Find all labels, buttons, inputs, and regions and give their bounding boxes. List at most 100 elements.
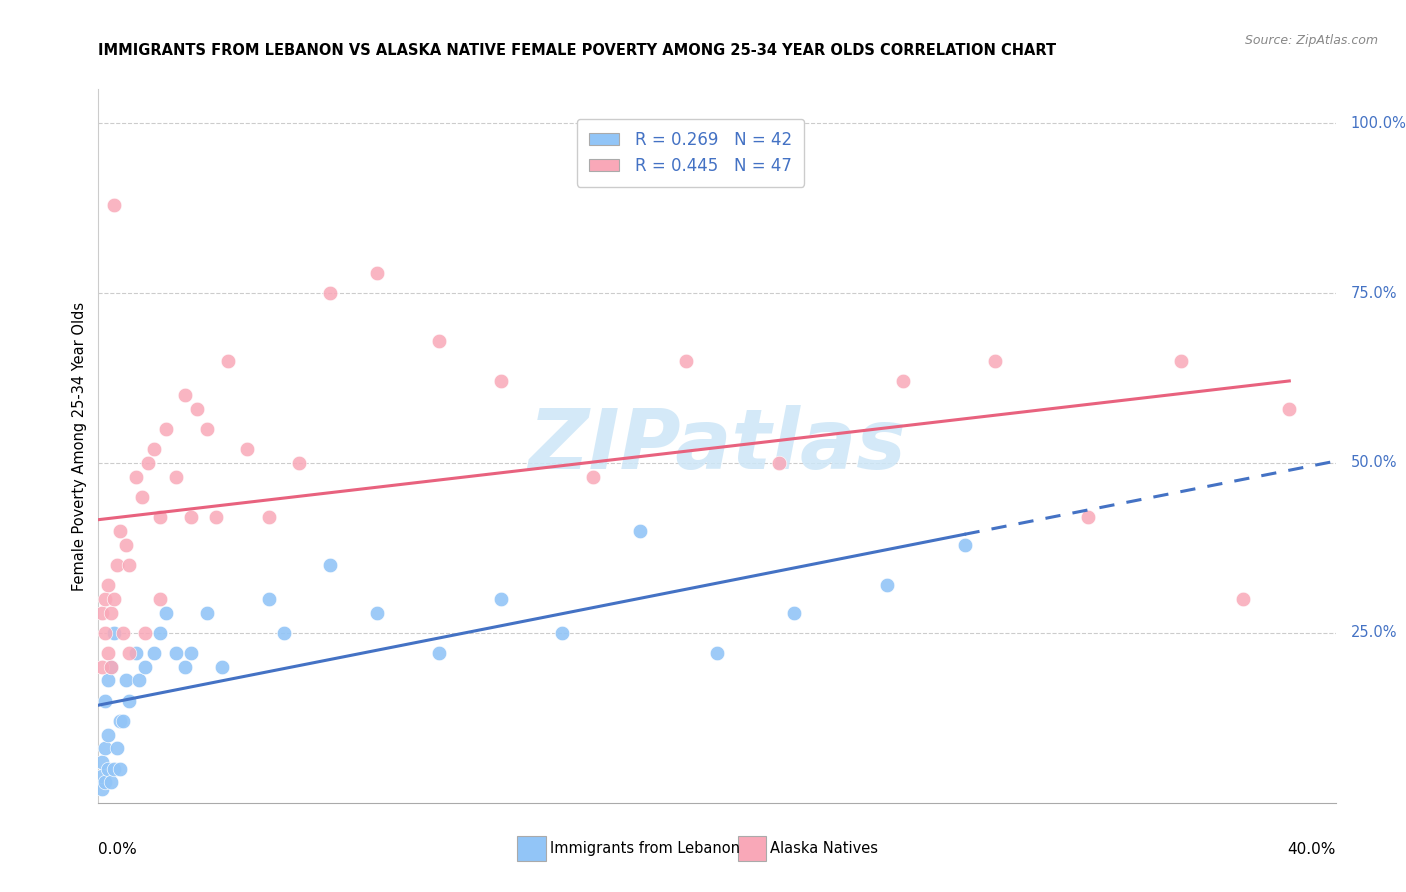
Point [149, 626, 172, 640]
Point [97, 578, 120, 592]
Text: ZIPatlas: ZIPatlas [529, 406, 905, 486]
Point [100, 660, 122, 674]
Point [103, 198, 125, 212]
Point [118, 694, 141, 708]
Text: 50.0%: 50.0% [1351, 456, 1398, 470]
Point [100, 660, 122, 674]
Point [97, 762, 120, 776]
Y-axis label: Female Poverty Among 25-34 Year Olds: Female Poverty Among 25-34 Year Olds [72, 301, 87, 591]
Point [131, 490, 153, 504]
Point [93, 591, 115, 606]
Point [93, 741, 115, 756]
Point [876, 578, 898, 592]
Point [366, 606, 388, 620]
Point [105, 558, 128, 572]
Point [165, 469, 187, 483]
Text: IMMIGRANTS FROM LEBANON VS ALASKA NATIVE FEMALE POVERTY AMONG 25-34 YEAR OLDS CO: IMMIGRANTS FROM LEBANON VS ALASKA NATIVE… [98, 43, 1056, 58]
Point [103, 626, 125, 640]
Point [103, 591, 125, 606]
Point [115, 537, 138, 551]
Point [582, 469, 605, 483]
Point [273, 626, 295, 640]
Point [108, 762, 131, 776]
Point [97, 646, 120, 660]
Point [124, 469, 146, 483]
Point [97, 728, 120, 742]
Point [93, 694, 115, 708]
Point [103, 762, 125, 776]
Point [211, 660, 233, 674]
Point [675, 354, 697, 368]
Point [108, 714, 131, 729]
Point [134, 660, 156, 674]
Point [891, 375, 914, 389]
Point [1170, 354, 1192, 368]
Point [186, 401, 208, 416]
Point [90, 782, 112, 797]
Point [97, 673, 120, 688]
Point [128, 673, 150, 688]
Point [257, 591, 280, 606]
Point [124, 646, 146, 660]
Point [105, 741, 128, 756]
Point [93, 775, 115, 789]
Text: Alaska Natives: Alaska Natives [770, 841, 879, 855]
Point [551, 626, 574, 640]
Legend: R = 0.269   N = 42, R = 0.445   N = 47: R = 0.269 N = 42, R = 0.445 N = 47 [576, 119, 804, 186]
Point [90, 660, 112, 674]
Point [165, 646, 187, 660]
Text: Immigrants from Lebanon: Immigrants from Lebanon [550, 841, 740, 855]
Point [257, 510, 280, 524]
Point [100, 775, 122, 789]
Point [115, 673, 138, 688]
Point [134, 626, 156, 640]
Text: 0.0%: 0.0% [98, 842, 138, 857]
Text: 75.0%: 75.0% [1351, 285, 1398, 301]
Text: 100.0%: 100.0% [1351, 116, 1406, 131]
Point [489, 375, 512, 389]
Point [984, 354, 1007, 368]
Point [149, 591, 172, 606]
Point [180, 510, 202, 524]
Point [706, 646, 728, 660]
Point [100, 606, 122, 620]
Point [236, 442, 259, 457]
Point [195, 422, 218, 436]
Point [319, 286, 342, 301]
Point [143, 646, 166, 660]
Point [90, 606, 112, 620]
Text: Source: ZipAtlas.com: Source: ZipAtlas.com [1244, 34, 1378, 47]
Point [136, 456, 159, 470]
Point [118, 558, 141, 572]
Point [217, 354, 239, 368]
Point [628, 524, 651, 538]
Point [1278, 401, 1301, 416]
Point [90, 769, 112, 783]
Point [143, 442, 166, 457]
Point [366, 266, 388, 280]
Point [783, 606, 806, 620]
Point [149, 510, 172, 524]
Point [118, 646, 141, 660]
Point [427, 334, 450, 348]
Point [112, 626, 135, 640]
Point [953, 537, 976, 551]
Point [205, 510, 228, 524]
Point [108, 524, 131, 538]
Point [155, 606, 177, 620]
Text: 40.0%: 40.0% [1288, 842, 1336, 857]
Point [319, 558, 342, 572]
Point [489, 591, 512, 606]
Point [180, 646, 202, 660]
Point [195, 606, 218, 620]
Point [174, 388, 197, 402]
Point [288, 456, 311, 470]
Point [174, 660, 197, 674]
Point [1232, 591, 1254, 606]
Point [768, 456, 790, 470]
Point [1077, 510, 1099, 524]
Point [112, 714, 135, 729]
Point [90, 755, 112, 769]
Point [155, 422, 177, 436]
Point [93, 626, 115, 640]
